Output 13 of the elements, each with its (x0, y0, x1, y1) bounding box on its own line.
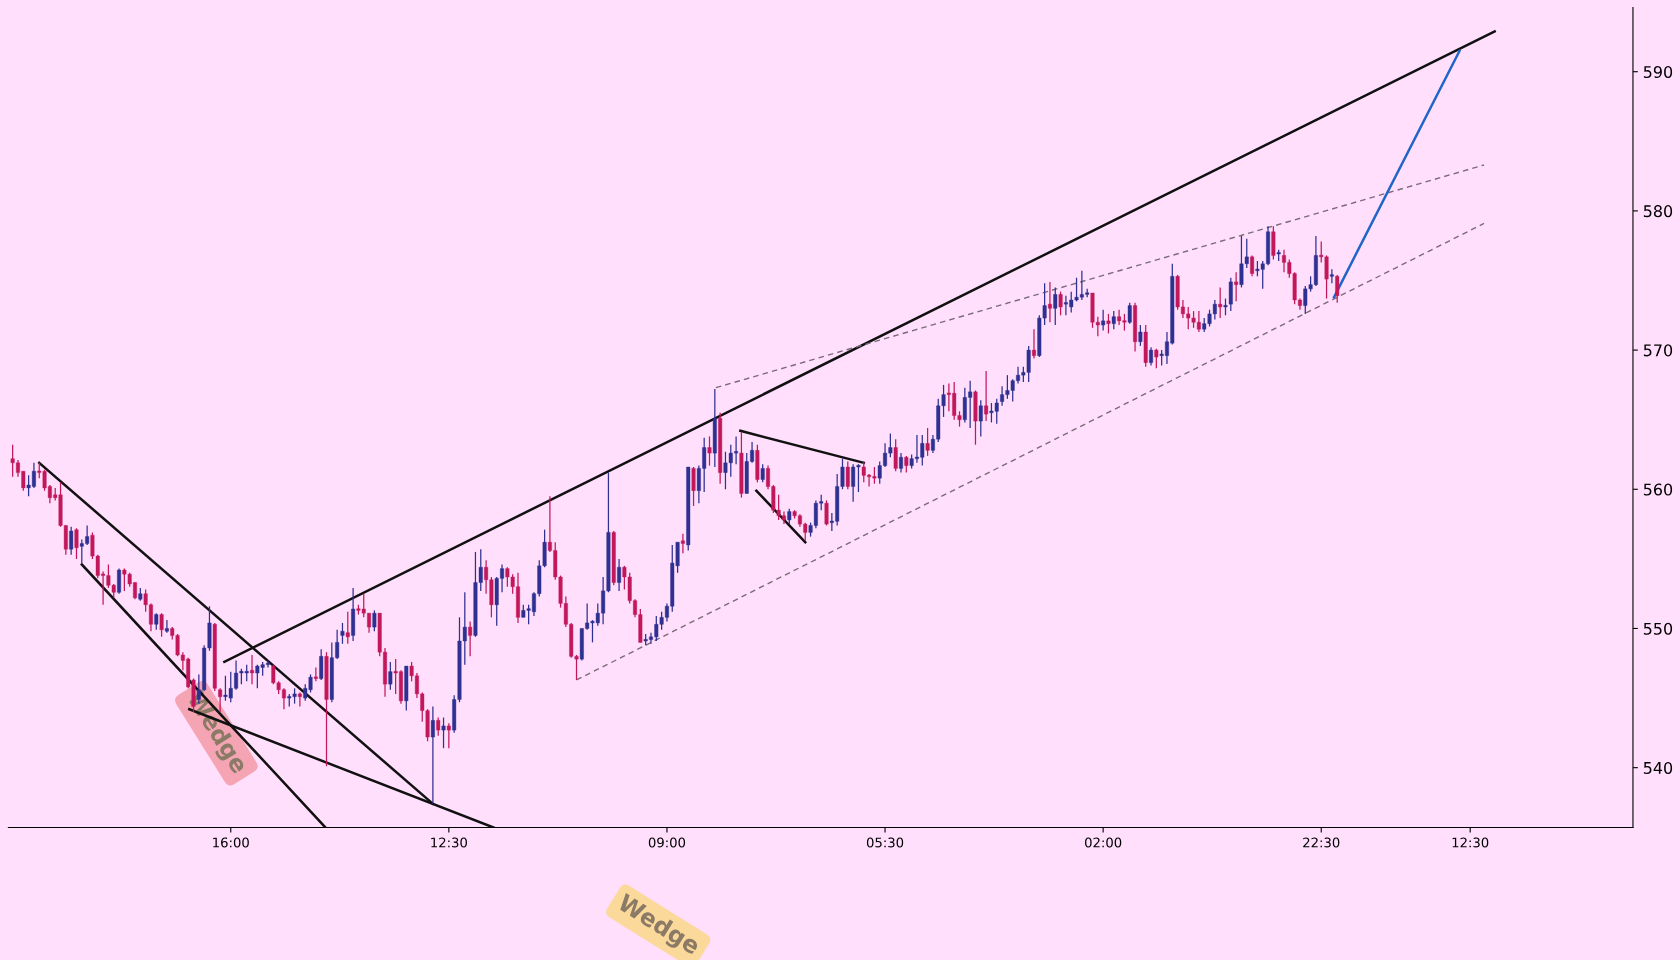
x-tick-label: 16:00 (213, 837, 249, 848)
y-tick-label: 550 (1643, 622, 1673, 635)
y-tick-label: 580 (1643, 205, 1673, 218)
y-tick-label: 570 (1643, 344, 1673, 357)
y-tick-label: 540 (1643, 761, 1673, 774)
x-tick-label: 12:30 (431, 837, 467, 848)
y-tick-label: 560 (1643, 483, 1673, 496)
x-tick-label: 02:00 (1085, 837, 1122, 848)
x-tick-label: 22:30 (1303, 837, 1340, 848)
y-tick-label: 590 (1643, 65, 1673, 78)
x-tick-label: 09:00 (648, 837, 686, 848)
x-tick-label: 12:30 (1452, 837, 1489, 848)
x-tick-label: 05:30 (866, 837, 904, 848)
